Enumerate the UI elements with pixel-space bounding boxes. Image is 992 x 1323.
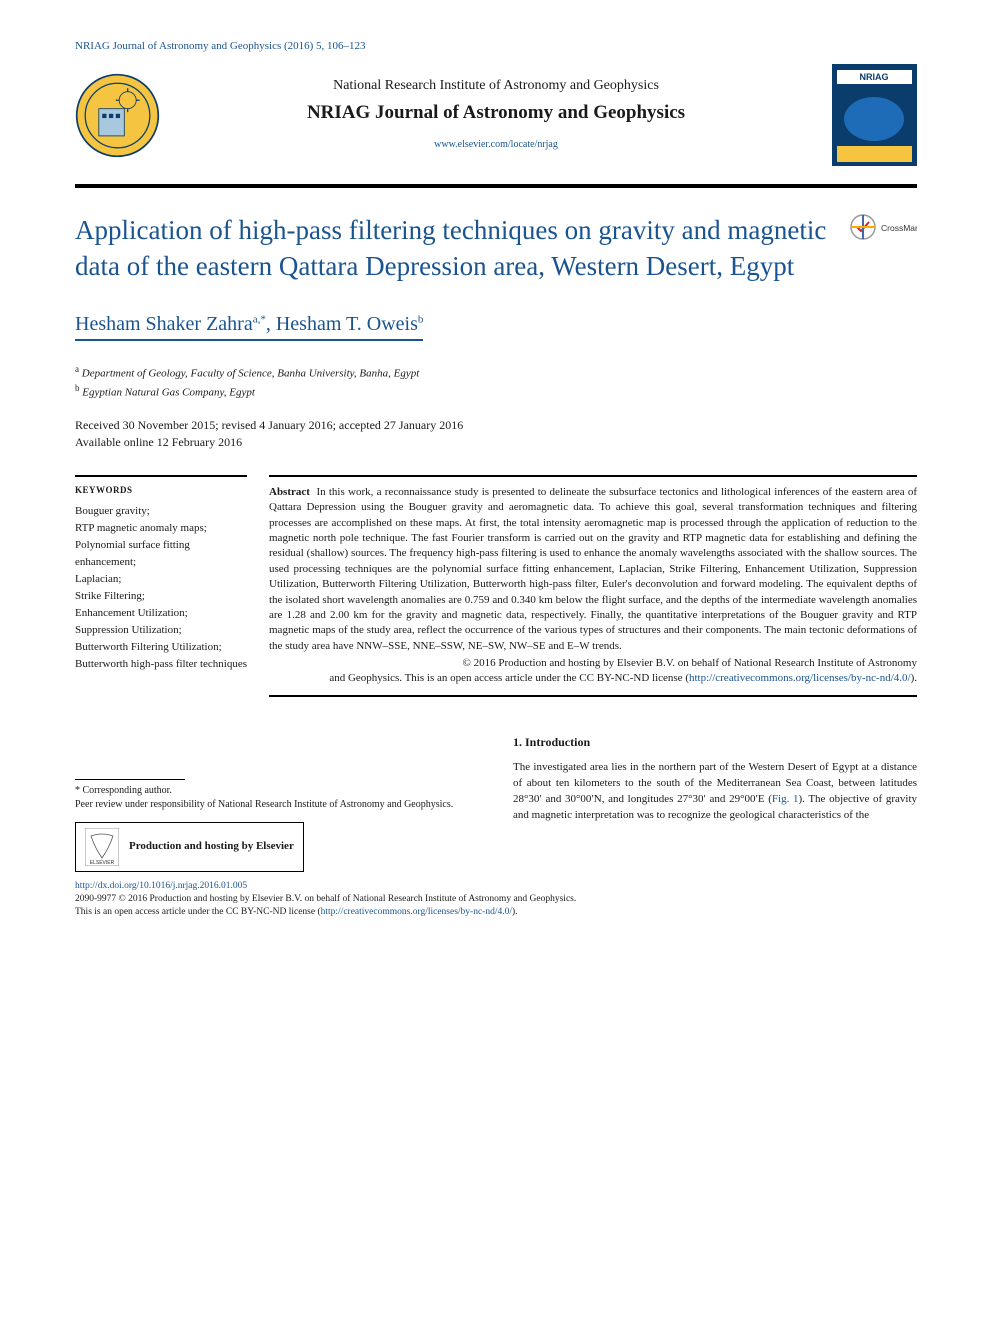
copyright-line2: and Geophysics. This is an open access a…	[329, 672, 689, 684]
aff-a-sup: a	[75, 364, 79, 374]
copyright-line1: © 2016 Production and hosting by Elsevie…	[462, 657, 917, 669]
doi-link[interactable]: http://dx.doi.org/10.1016/j.nrjag.2016.0…	[75, 881, 247, 891]
header-rule	[75, 184, 917, 188]
abstract-text: In this work, a reconnaissance study is …	[269, 486, 917, 652]
peer-review-note: Peer review under responsibility of Nati…	[75, 798, 479, 813]
abstract-body: Abstract In this work, a reconnaissance …	[269, 485, 917, 654]
journal-center: National Research Institute of Astronomy…	[160, 78, 832, 152]
footer-issn-line: 2090-9977 © 2016 Production and hosting …	[75, 894, 576, 904]
title-row: Application of high-pass filtering techn…	[75, 212, 917, 285]
authors-line: Hesham Shaker Zahraa,*, Hesham T. Oweisb	[75, 313, 423, 341]
affiliation-b: b Egyptian Natural Gas Company, Egypt	[75, 382, 917, 401]
elsevier-hosting-text: Production and hosting by Elsevier	[129, 839, 294, 855]
cc-license-link[interactable]: http://creativecommons.org/licenses/by-n…	[689, 672, 911, 684]
copyright-close: ).	[911, 672, 917, 684]
footnote-block: * Corresponding author. Peer review unde…	[75, 779, 479, 872]
article-dates: Received 30 November 2015; revised 4 Jan…	[75, 417, 917, 451]
left-column: * Corresponding author. Peer review unde…	[75, 735, 479, 872]
svg-text:CrossMark: CrossMark	[881, 223, 917, 233]
intro-paragraph: The investigated area lies in the northe…	[513, 760, 917, 824]
abstract-label: Abstract	[269, 486, 310, 498]
running-head: NRIAG Journal of Astronomy and Geophysic…	[75, 40, 917, 52]
author-2-sup: b	[418, 313, 424, 325]
footer-block: http://dx.doi.org/10.1016/j.nrjag.2016.0…	[75, 880, 917, 920]
keywords-heading: KEYWORDS	[75, 485, 247, 495]
aff-b-sup: b	[75, 383, 80, 393]
corresponding-author: * Corresponding author.	[75, 784, 479, 799]
article-title: Application of high-pass filtering techn…	[75, 212, 849, 285]
dates-received: Received 30 November 2015; revised 4 Jan…	[75, 417, 917, 434]
author-2: Hesham T. Oweis	[276, 313, 418, 335]
nriag-institute-logo-icon	[75, 73, 160, 158]
aff-a-text: Department of Geology, Faculty of Scienc…	[82, 368, 420, 380]
elsevier-hosting-box: ELSEVIER Production and hosting by Elsev…	[75, 822, 304, 872]
footer-cc-link[interactable]: http://creativecommons.org/licenses/by-n…	[321, 907, 512, 917]
footer-cc-prefix: This is an open access article under the…	[75, 907, 321, 917]
svg-text:NRIAG: NRIAG	[860, 72, 889, 82]
author-sep: ,	[266, 313, 276, 335]
footer-cc-suffix: ).	[512, 907, 518, 917]
elsevier-logo-icon: ELSEVIER	[85, 828, 119, 866]
keywords-list: Bouguer gravity; RTP magnetic anomaly ma…	[75, 503, 247, 673]
right-column: 1. Introduction The investigated area li…	[513, 735, 917, 872]
body-two-column: * Corresponding author. Peer review unde…	[75, 735, 917, 872]
figure-1-link[interactable]: Fig. 1	[772, 793, 799, 805]
keywords-abstract-row: KEYWORDS Bouguer gravity; RTP magnetic a…	[75, 475, 917, 697]
journal-name-heading: NRIAG Journal of Astronomy and Geophysic…	[174, 102, 818, 124]
journal-cover-thumbnail-icon: NRIAG	[832, 64, 917, 166]
intro-heading: 1. Introduction	[513, 735, 917, 750]
svg-text:ELSEVIER: ELSEVIER	[90, 860, 115, 866]
footnote-rule	[75, 779, 185, 780]
crossmark-icon[interactable]: CrossMark	[849, 212, 917, 242]
affiliations: a Department of Geology, Faculty of Scie…	[75, 363, 917, 401]
author-1-sup: a,*	[253, 313, 266, 325]
affiliation-a: a Department of Geology, Faculty of Scie…	[75, 363, 917, 382]
abstract-copyright: © 2016 Production and hosting by Elsevie…	[269, 656, 917, 687]
author-1: Hesham Shaker Zahra	[75, 313, 253, 335]
institute-name: National Research Institute of Astronomy…	[174, 78, 818, 94]
abstract-column: Abstract In this work, a reconnaissance …	[269, 475, 917, 697]
keywords-column: KEYWORDS Bouguer gravity; RTP magnetic a…	[75, 475, 247, 697]
aff-b-text: Egyptian Natural Gas Company, Egypt	[82, 387, 255, 399]
journal-url-link[interactable]: www.elsevier.com/locate/nrjag	[434, 139, 558, 150]
journal-header: National Research Institute of Astronomy…	[75, 64, 917, 166]
dates-online: Available online 12 February 2016	[75, 434, 917, 451]
